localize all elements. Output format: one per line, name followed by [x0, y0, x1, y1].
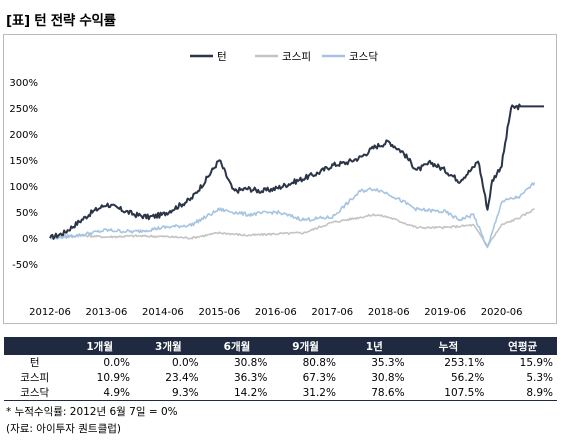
- y-tick-label: 250%: [9, 104, 38, 115]
- table-cell: 0.0%: [171, 356, 199, 369]
- row-label: 턴: [29, 357, 40, 369]
- column-header: [4, 337, 66, 355]
- table-cell: 107.5%: [408, 385, 489, 401]
- column-header: 누적: [408, 337, 489, 355]
- y-tick-label: 50%: [16, 208, 38, 219]
- column-header: 1개월: [65, 337, 135, 355]
- column-header: 연평균: [488, 337, 557, 355]
- y-tick-label: 100%: [9, 182, 38, 193]
- table-cell: 35.3%: [371, 356, 405, 369]
- x-tick-label: 2019-06: [424, 307, 466, 318]
- legend-label: 턴: [217, 51, 227, 63]
- performance-table: 1개월 3개월 6개월 9개월 1년 누적 연평균 턴 0.0% 0.0% 30.8% 80.8% 3…: [4, 337, 557, 401]
- table-cell: 56.2%: [450, 371, 485, 384]
- line-chart: 300% 250% 200% 150% 100% 50% 0% -50% 2012-06 2013…: [9, 51, 544, 318]
- x-tick-label: 2013-06: [86, 307, 128, 318]
- x-tick-label: 2014-06: [142, 307, 184, 318]
- table-row: 코스피 10.9% 23.4% 36.3% 67.3% 30.8% 56.2% 5.3%: [4, 370, 557, 385]
- legend-label: 코스닥: [349, 51, 378, 63]
- table-cell: 30.8%: [371, 371, 405, 384]
- note-cumulative-return: * 누적수익률: 2012년 6월 7일 = 0%: [6, 406, 178, 418]
- x-tick-label: 2018-06: [368, 307, 410, 318]
- chart-frame: 300% 250% 200% 150% 100% 50% 0% -50% 2012-06 2013…: [3, 34, 557, 324]
- table-cell: 80.8%: [302, 356, 336, 369]
- table-cell: 10.9%: [96, 371, 131, 384]
- table-body: 턴 0.0% 0.0% 30.8% 80.8% 35.3% 253.1% 15.9% 코스피 10…: [4, 355, 557, 401]
- table-cell: 4.9%: [65, 385, 135, 401]
- row-label: 코스닥: [4, 385, 66, 401]
- x-tick-label: 2017-06: [311, 307, 353, 318]
- series-line-kosdaq: [49, 182, 536, 249]
- table-cell: 5.3%: [526, 371, 553, 384]
- table-cell: 253.1%: [444, 356, 485, 369]
- table-cell: 36.3%: [233, 371, 268, 384]
- table-cell: 23.4%: [165, 371, 199, 384]
- column-header: 9개월: [271, 337, 340, 355]
- x-tick-label: 2015-06: [198, 307, 240, 318]
- legend-label: 코스피: [282, 51, 311, 63]
- column-header: 3개월: [134, 337, 203, 355]
- column-header: 6개월: [202, 337, 272, 355]
- y-tick-label: 300%: [9, 78, 38, 89]
- column-header: 1년: [339, 337, 409, 355]
- series-line-turn: [49, 103, 544, 240]
- table-row: 코스닥 4.9% 9.3% 14.2% 31.2% 78.6% 107.5% 8.9%: [4, 385, 557, 401]
- table-cell: 15.9%: [519, 356, 553, 369]
- table-cell: 78.6%: [339, 385, 409, 401]
- y-tick-label: 150%: [9, 156, 38, 167]
- table-cell: 30.8%: [233, 356, 268, 369]
- table-header-row: 1개월 3개월 6개월 9개월 1년 누적 연평균: [4, 337, 557, 355]
- row-label: 코스피: [20, 372, 50, 384]
- y-tick-label: 0%: [22, 234, 38, 245]
- table-cell: 0.0%: [103, 356, 131, 369]
- table-cell: 14.2%: [202, 385, 272, 401]
- x-tick-label: 2020-06: [481, 307, 523, 318]
- y-tick-label: -50%: [12, 260, 38, 271]
- y-tick-label: 200%: [9, 130, 38, 141]
- note-source: (자료: 아이투자 퀀트클럽): [6, 423, 122, 435]
- table-cell: 8.9%: [488, 385, 557, 401]
- table-cell: 9.3%: [134, 385, 203, 401]
- x-tick-label: 2012-06: [29, 307, 71, 318]
- table-cell: 67.3%: [302, 371, 336, 384]
- page-title: [표] 턴 전략 수익률: [6, 13, 116, 29]
- series-line-kospi: [49, 208, 535, 247]
- table-row: 턴 0.0% 0.0% 30.8% 80.8% 35.3% 253.1% 15.9%: [4, 355, 557, 370]
- x-tick-label: 2016-06: [255, 307, 297, 318]
- notes: * 누적수익률: 2012년 6월 7일 = 0% (자료: 아이투자 퀀트클럽…: [6, 404, 178, 438]
- table-cell: 31.2%: [271, 385, 340, 401]
